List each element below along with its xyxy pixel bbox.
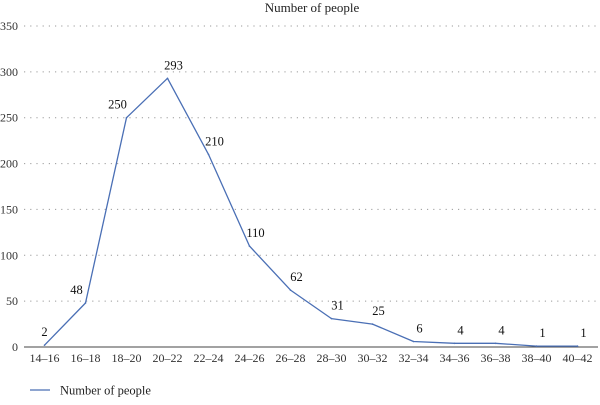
x-tick-label: 20–22 — [153, 351, 183, 365]
y-axis-ticks: 0 50 100 150 200 250 300 350 — [0, 19, 18, 354]
data-point — [371, 323, 374, 325]
data-label: 2 — [41, 325, 47, 339]
data-label: 1 — [539, 326, 545, 340]
x-tick-label: 30–32 — [358, 351, 388, 365]
data-label: 4 — [498, 323, 505, 337]
data-label: 6 — [416, 321, 422, 335]
y-tick-label: 200 — [0, 157, 18, 171]
data-point — [289, 289, 292, 291]
data-point — [412, 340, 415, 343]
data-label: 210 — [205, 134, 224, 148]
data-point — [494, 342, 497, 345]
series-line — [44, 77, 578, 347]
data-point — [248, 245, 251, 247]
x-tick-label: 34–36 — [440, 351, 470, 365]
legend-label: Number of people — [60, 384, 151, 398]
y-tick-label: 150 — [0, 202, 18, 216]
x-tick-label: 40–42 — [563, 351, 593, 365]
x-tick-label: 38–40 — [522, 351, 552, 365]
x-tick-label: 36–38 — [481, 351, 511, 365]
x-tick-label: 22–24 — [194, 351, 224, 365]
y-tick-label: 0 — [12, 340, 18, 354]
data-point — [453, 342, 456, 345]
x-tick-label: 18–20 — [112, 351, 142, 365]
data-label: 293 — [164, 58, 183, 72]
data-point — [330, 317, 333, 320]
y-tick-label: 250 — [0, 111, 18, 125]
data-label: 110 — [246, 226, 264, 240]
series-lines — [43, 77, 579, 347]
data-labels: 2 48 250 293 210 110 62 31 25 6 4 4 1 1 — [41, 58, 586, 340]
data-label: 250 — [108, 98, 127, 112]
data-point — [535, 345, 538, 347]
x-tick-label: 26–28 — [276, 351, 306, 365]
x-tick-label: 28–30 — [317, 351, 347, 365]
grid-lines — [24, 25, 598, 302]
y-tick-label: 50 — [6, 294, 18, 308]
data-label: 31 — [331, 299, 344, 313]
data-label: 4 — [457, 323, 464, 337]
x-tick-label: 24–26 — [235, 351, 265, 365]
data-label: 62 — [290, 270, 303, 284]
x-tick-label: 16–18 — [71, 351, 101, 365]
legend: Number of people — [30, 384, 151, 398]
data-label: 25 — [372, 304, 385, 318]
x-axis-ticks: 14–16 16–18 18–20 20–22 22–24 24–26 26–28 28–30… — [30, 351, 593, 365]
y-tick-label: 300 — [0, 65, 18, 79]
x-tick-label: 32–34 — [399, 351, 429, 365]
x-tick-label: 14–16 — [30, 351, 60, 365]
data-point — [43, 344, 46, 346]
data-point — [207, 153, 210, 156]
y-tick-label: 100 — [0, 248, 18, 262]
chart-title: Number of people — [265, 0, 360, 15]
data-label: 48 — [70, 283, 83, 297]
data-point — [84, 302, 87, 304]
data-label: 1 — [580, 326, 586, 340]
data-point — [166, 77, 169, 80]
y-tick-label: 350 — [0, 19, 18, 33]
data-point — [125, 116, 128, 119]
data-point — [576, 345, 579, 347]
